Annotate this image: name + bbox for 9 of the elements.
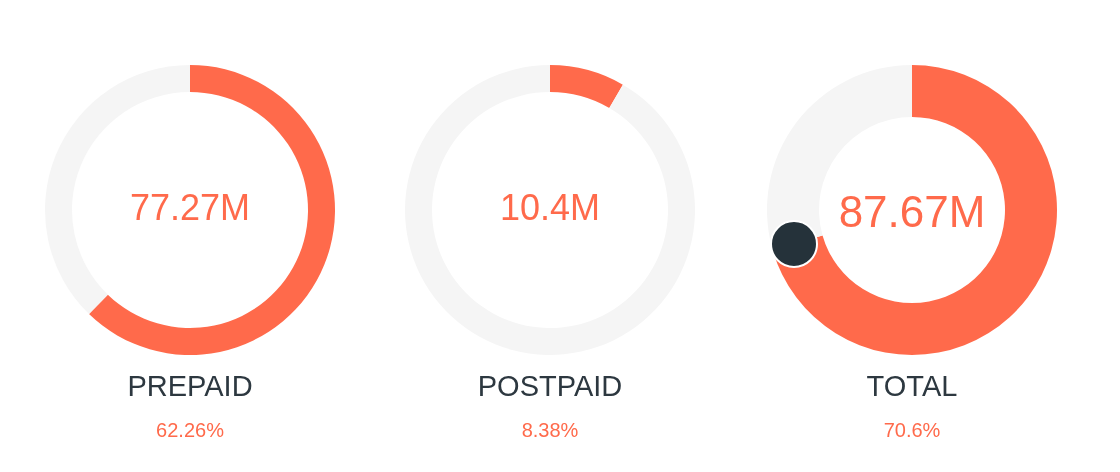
text: TOTAL (866, 369, 958, 402)
text: 70.6% (883, 419, 941, 441)
text: 77.27M (129, 186, 251, 228)
text: 8.38% (521, 419, 579, 441)
text: POSTPAID (477, 369, 623, 402)
text: 10.4M (499, 186, 601, 228)
text: 87.67M (838, 186, 986, 236)
text: 62.26% (156, 419, 225, 441)
text: PREPAID (127, 369, 253, 402)
